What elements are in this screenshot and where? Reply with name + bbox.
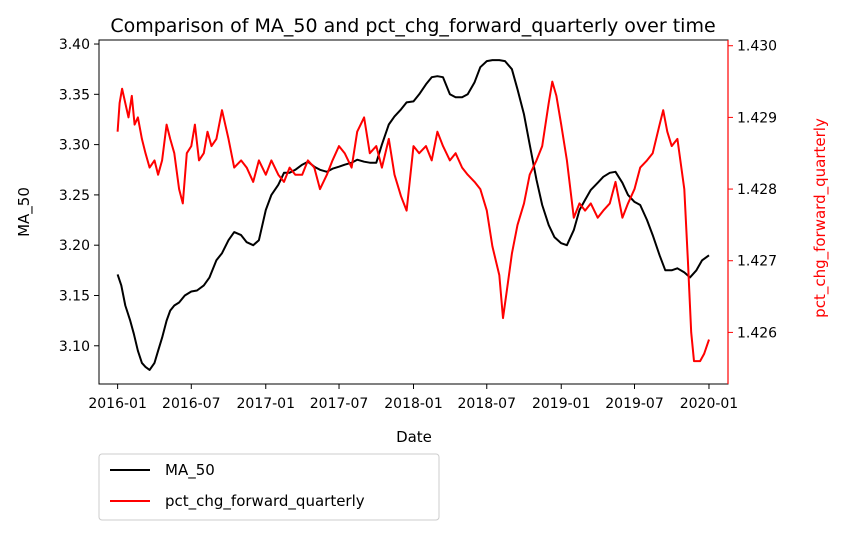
left-y-tick-label: 3.10	[59, 339, 90, 355]
left-y-tick-label: 3.30	[59, 138, 90, 154]
legend-ma-50-label: MA_50	[165, 461, 215, 480]
left-y-axis-title: MA_50	[15, 187, 34, 237]
pct-chg-line	[116, 80, 710, 363]
pct-chg-series-group	[116, 80, 710, 363]
x-tick-label: 2017-07	[310, 396, 369, 412]
left-y-tick-label: 3.35	[59, 87, 90, 103]
x-tick-label: 2019-07	[605, 396, 664, 412]
right-y-tick-label: 1.428	[737, 182, 777, 198]
left-y-tick-label: 3.25	[59, 188, 90, 204]
x-tick-label: 2017-01	[237, 396, 296, 412]
x-tick-label: 2018-07	[458, 396, 517, 412]
left-y-axis-ticks: 3.10 3.15 3.20 3.25 3.30 3.35 3.40	[59, 37, 99, 355]
right-y-tick-label: 1.426	[737, 325, 777, 341]
chart-title: Comparison of MA_50 and pct_chg_forward_…	[110, 15, 715, 37]
right-y-axis-ticks: 1.426 1.427 1.428 1.429 1.430	[727, 39, 777, 384]
right-y-tick-label: 1.430	[737, 39, 777, 55]
x-tick-label: 2016-01	[88, 396, 147, 412]
legend-pct-chg-label: pct_chg_forward_quarterly	[165, 492, 365, 511]
ma-50-series-group	[116, 59, 710, 371]
x-tick-label: 2016-07	[162, 396, 221, 412]
x-axis-ticks: 2016-01 2016-07 2017-01 2017-07 2018-01 2018-…	[88, 384, 738, 412]
left-y-tick-label: 3.40	[59, 37, 90, 53]
x-tick-label: 2018-01	[384, 396, 443, 412]
right-y-tick-label: 1.429	[737, 110, 777, 126]
x-tick-label: 2020-01	[680, 396, 739, 412]
right-y-axis-title: pct_chg_forward_quarterly	[811, 118, 830, 318]
legend-frame	[98, 453, 440, 521]
legend: MA_50 pct_chg_forward_quarterly	[98, 453, 440, 521]
right-y-tick-label: 1.427	[737, 254, 777, 270]
x-tick-label: 2019-01	[532, 396, 591, 412]
x-axis-title: Date	[396, 428, 432, 446]
left-y-tick-label: 3.15	[59, 288, 90, 304]
left-y-tick-label: 3.20	[59, 238, 90, 254]
ma-50-line	[116, 59, 710, 371]
